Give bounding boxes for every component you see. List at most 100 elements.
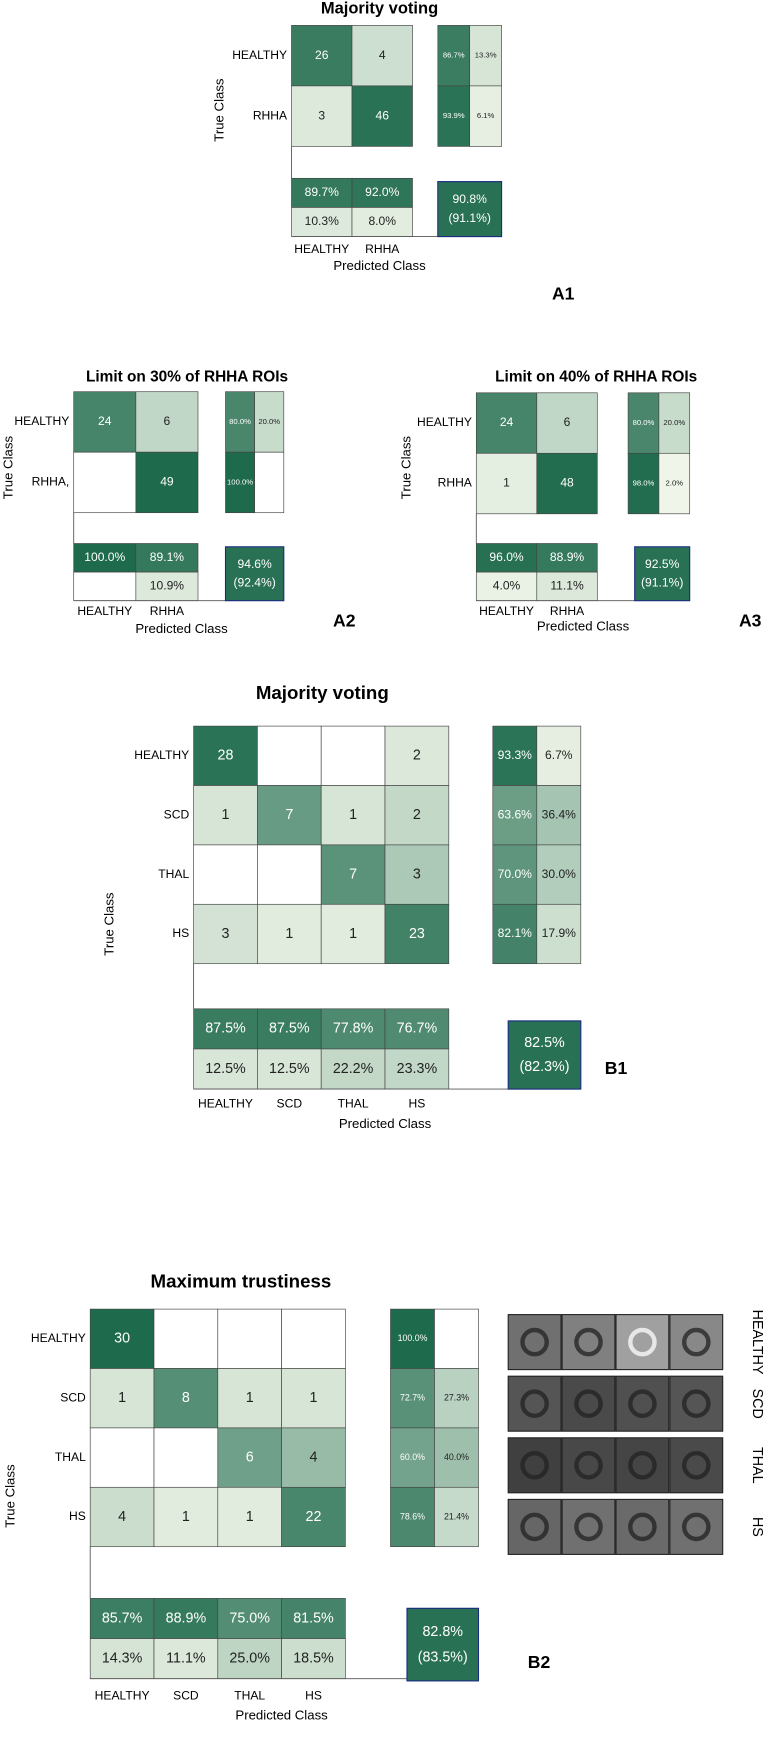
- matrix-value: 46: [376, 108, 390, 122]
- column-percent-text: 12.5%: [205, 1061, 246, 1077]
- matrix-value: 4: [118, 1509, 126, 1525]
- column-percent: [281, 1638, 346, 1680]
- matrix-cell: [257, 725, 322, 786]
- row-percent-text: 93.9%: [443, 111, 465, 120]
- column-percent-text: 75.0%: [229, 1610, 270, 1626]
- row-percent-text: 20.0%: [663, 418, 685, 427]
- matrix-cell: [320, 725, 386, 786]
- cell-ring: [628, 1512, 657, 1542]
- column-percent-text: 81.5%: [293, 1610, 334, 1626]
- row-percent: [536, 725, 582, 786]
- column-percent: [281, 1598, 346, 1639]
- row-label: HS: [172, 926, 189, 940]
- overall-box: [634, 546, 691, 602]
- column-percent-text: 22.2%: [333, 1061, 374, 1077]
- row-percent: [254, 451, 285, 514]
- image-row-label: SCD: [749, 1389, 765, 1419]
- matrix-value: 6: [164, 414, 171, 428]
- matrix-cell: [217, 1308, 282, 1369]
- matrix-cell: [320, 903, 386, 965]
- cell-image: [507, 1498, 562, 1555]
- cell-ring: [520, 1512, 549, 1542]
- row-percent: [225, 391, 255, 453]
- matrix-cell: [320, 785, 386, 846]
- column-percent-text: 10.9%: [150, 579, 185, 593]
- cell-ring: [574, 1389, 603, 1419]
- row-percent-text: 13.3%: [475, 51, 497, 60]
- true-class-label: True Class: [101, 892, 116, 956]
- column-label: HEALTHY: [95, 1689, 150, 1703]
- column-label: RHHA: [150, 604, 185, 618]
- matrix-cell: [89, 1368, 155, 1429]
- column-percent: [475, 571, 538, 602]
- row-percent: [434, 1368, 479, 1429]
- row-percent: [469, 85, 502, 147]
- row-percent: [254, 391, 285, 453]
- cell-ring: [628, 1451, 657, 1480]
- cell-image: [615, 1437, 670, 1494]
- cell-ring: [628, 1327, 657, 1357]
- cell-image: [615, 1314, 670, 1371]
- column-percent-text: 88.9%: [550, 550, 585, 564]
- matrix-value: 24: [98, 414, 112, 428]
- row-percent-text: 60.0%: [400, 1452, 425, 1462]
- overall-box: [406, 1607, 480, 1682]
- matrix-value: 6: [246, 1449, 254, 1465]
- row-percent: [658, 452, 691, 515]
- matrix-value: 4: [310, 1449, 318, 1465]
- matrix-cell: [281, 1427, 346, 1488]
- column-percent: [153, 1638, 219, 1680]
- matrix-cell: [89, 1308, 155, 1369]
- row-percent: [492, 785, 538, 846]
- column-percent: [384, 1008, 450, 1050]
- row-label: HS: [69, 1509, 86, 1523]
- column-label: SCD: [277, 1097, 303, 1111]
- row-percent-text: 40.0%: [444, 1452, 469, 1462]
- column-label: HEALTHY: [198, 1097, 253, 1111]
- matrix-cell: [153, 1427, 219, 1488]
- column-percent: [135, 543, 199, 573]
- matrix-cell: [384, 785, 450, 846]
- matrix-cell: [217, 1368, 282, 1429]
- panel-title: Majority voting: [321, 0, 438, 17]
- row-percent-text: 21.4%: [444, 1511, 469, 1521]
- matrix-value: 49: [160, 475, 174, 489]
- overall-accuracy-paren: (92.4%): [233, 576, 275, 590]
- column-percent-text: 89.1%: [150, 550, 185, 564]
- column-label: HEALTHY: [294, 242, 349, 256]
- row-percent: [434, 1308, 479, 1369]
- matrix-value: 8: [182, 1390, 190, 1406]
- matrix-cell: [281, 1368, 346, 1429]
- column-percent-text: 8.0%: [368, 214, 396, 228]
- row-percent-text: 100.0%: [398, 1333, 428, 1343]
- row-label: HEALTHY: [134, 748, 189, 762]
- cell-ring: [520, 1451, 549, 1480]
- overall-accuracy-paren: (91.1%): [641, 576, 683, 590]
- row-label: THAL: [55, 1450, 86, 1464]
- true-class-label: True Class: [398, 436, 413, 500]
- row-percent: [437, 85, 471, 147]
- matrix-value: 1: [285, 926, 293, 942]
- cell-image: [507, 1437, 562, 1494]
- row-percent-text: 78.6%: [400, 1511, 425, 1521]
- image-row-label: HS: [749, 1517, 765, 1537]
- row-percent-text: 30.0%: [542, 867, 577, 881]
- row-percent: [627, 452, 660, 515]
- matrix-cell: [153, 1486, 219, 1548]
- matrix-cell: [281, 1308, 346, 1369]
- matrix-cell: [351, 85, 413, 147]
- row-percent: [434, 1427, 479, 1488]
- column-percent-text: 23.3%: [397, 1061, 438, 1077]
- row-label: HEALTHY: [232, 48, 287, 62]
- overall-accuracy: 94.6%: [238, 557, 273, 571]
- matrix-cell: [73, 451, 137, 514]
- row-percent-text: 6.1%: [477, 111, 495, 120]
- matrix-value: 26: [315, 48, 329, 62]
- matrix-value: 1: [503, 476, 510, 490]
- row-percent-text: 72.7%: [400, 1393, 425, 1403]
- cell-image: [507, 1375, 562, 1432]
- matrix-value: 3: [222, 926, 230, 942]
- predicted-class-label: Predicted Class: [537, 619, 630, 634]
